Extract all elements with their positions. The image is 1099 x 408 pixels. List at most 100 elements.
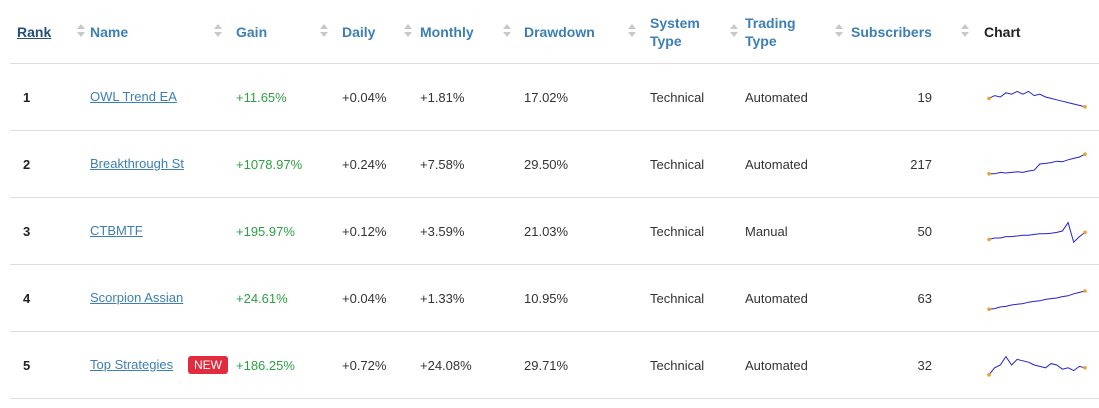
subscribers-header-label[interactable]: Subscribers bbox=[851, 23, 932, 40]
column-header-rank[interactable]: Rank bbox=[10, 0, 90, 64]
chart-header-label: Chart bbox=[984, 23, 1021, 40]
trading-type-cell: Automated bbox=[745, 63, 851, 131]
table-row: 5 Top Strategies NEW +186.25% +0.72% +24.08% 2… bbox=[10, 331, 1099, 399]
subscribers-cell: 50 bbox=[851, 197, 984, 265]
trading-type-cell: Manual bbox=[745, 197, 851, 265]
name-header-label[interactable]: Name bbox=[90, 23, 129, 40]
chart-cell[interactable] bbox=[984, 130, 1099, 198]
strategy-name-link[interactable]: Top Strategies bbox=[90, 357, 174, 372]
trading-type-cell: Automated bbox=[745, 264, 851, 332]
monthly-header-label[interactable]: Monthly bbox=[420, 23, 474, 40]
strategy-name-link[interactable]: Breakthrough St bbox=[90, 156, 184, 171]
strategy-name-link[interactable]: Scorpion Assian bbox=[90, 290, 184, 305]
rank-cell: 3 bbox=[10, 197, 90, 265]
daily-cell: +0.24% bbox=[342, 130, 420, 198]
drawdown-header-label[interactable]: Drawdown bbox=[524, 23, 595, 40]
sparkline-chart[interactable] bbox=[987, 148, 1087, 180]
column-header-system-type[interactable]: System Type bbox=[650, 0, 745, 64]
chart-cell[interactable] bbox=[984, 331, 1099, 399]
subscribers-cell: 63 bbox=[851, 264, 984, 332]
system-type-cell: Technical bbox=[650, 63, 745, 131]
sparkline-chart[interactable] bbox=[987, 349, 1087, 381]
sort-arrows-icon[interactable] bbox=[503, 24, 511, 38]
rank-cell: 4 bbox=[10, 264, 90, 332]
sparkline-chart[interactable] bbox=[987, 282, 1087, 314]
strategy-name-link[interactable]: OWL Trend EA bbox=[90, 89, 177, 104]
drawdown-cell: 21.03% bbox=[524, 197, 650, 265]
daily-cell: +0.72% bbox=[342, 331, 420, 399]
sort-arrows-icon[interactable] bbox=[628, 24, 636, 38]
sort-arrows-icon[interactable] bbox=[835, 24, 843, 38]
system-type-cell: Technical bbox=[650, 264, 745, 332]
sparkline-marker bbox=[1083, 366, 1087, 370]
rank-header-label[interactable]: Rank bbox=[17, 23, 52, 40]
column-header-name[interactable]: Name bbox=[90, 0, 236, 64]
column-header-daily[interactable]: Daily bbox=[342, 0, 420, 64]
system-type-header-label[interactable]: System Type bbox=[650, 14, 700, 49]
trading-type-cell: Automated bbox=[745, 331, 851, 399]
monthly-cell: +3.59% bbox=[420, 197, 524, 265]
gain-header-label[interactable]: Gain bbox=[236, 23, 268, 40]
daily-cell: +0.04% bbox=[342, 63, 420, 131]
column-header-drawdown[interactable]: Drawdown bbox=[524, 0, 650, 64]
sort-arrows-icon[interactable] bbox=[961, 24, 969, 38]
sparkline-line bbox=[989, 153, 1086, 175]
header-row: Rank Name Gain Daily Monthly Drawdown Sy… bbox=[10, 0, 1099, 64]
sparkline-marker bbox=[987, 172, 991, 176]
column-header-trading-type[interactable]: Trading Type bbox=[745, 0, 851, 64]
rank-cell: 5 bbox=[10, 331, 90, 399]
rank-cell: 1 bbox=[10, 63, 90, 131]
sparkline-chart[interactable] bbox=[987, 215, 1087, 247]
sparkline-line bbox=[988, 221, 1086, 244]
sort-arrows-icon[interactable] bbox=[214, 24, 222, 38]
table-row: 4 Scorpion Assian +24.61% +0.04% +1.33% 10.95… bbox=[10, 264, 1099, 332]
sparkline-marker bbox=[1083, 152, 1087, 156]
chart-cell[interactable] bbox=[984, 63, 1099, 131]
table-row: 1 OWL Trend EA +11.65% +0.04% +1.81% 17.02% Te… bbox=[10, 63, 1099, 131]
strategies-table: Rank Name Gain Daily Monthly Drawdown Sy… bbox=[10, 0, 1099, 399]
strategy-name-link[interactable]: CTBMTF bbox=[90, 223, 143, 238]
daily-cell: +0.04% bbox=[342, 264, 420, 332]
name-cell: Scorpion Assian bbox=[90, 264, 236, 332]
sort-arrows-icon[interactable] bbox=[730, 24, 738, 38]
column-header-monthly[interactable]: Monthly bbox=[420, 0, 524, 64]
chart-cell[interactable] bbox=[984, 264, 1099, 332]
sort-arrows-icon[interactable] bbox=[77, 24, 85, 38]
sort-arrows-icon[interactable] bbox=[404, 24, 412, 38]
monthly-cell: +1.81% bbox=[420, 63, 524, 131]
sparkline-line bbox=[988, 90, 1086, 108]
trading-type-header-label[interactable]: Trading Type bbox=[745, 14, 796, 49]
column-header-subscribers[interactable]: Subscribers bbox=[851, 0, 984, 64]
name-cell: Breakthrough St bbox=[90, 130, 236, 198]
daily-header-label[interactable]: Daily bbox=[342, 23, 376, 40]
name-cell: CTBMTF bbox=[90, 197, 236, 265]
sparkline-marker bbox=[1083, 230, 1087, 235]
sort-arrows-icon[interactable] bbox=[320, 24, 328, 38]
system-type-cell: Technical bbox=[650, 197, 745, 265]
gain-cell: +1078.97% bbox=[236, 130, 342, 198]
monthly-cell: +1.33% bbox=[420, 264, 524, 332]
column-header-gain[interactable]: Gain bbox=[236, 0, 342, 64]
chart-cell[interactable] bbox=[984, 197, 1099, 265]
monthly-cell: +24.08% bbox=[420, 331, 524, 399]
sparkline-marker bbox=[987, 373, 991, 377]
drawdown-cell: 10.95% bbox=[524, 264, 650, 332]
sparkline-marker bbox=[987, 96, 991, 101]
drawdown-cell: 29.50% bbox=[524, 130, 650, 198]
gain-cell: +195.97% bbox=[236, 197, 342, 265]
sparkline-chart[interactable] bbox=[987, 81, 1087, 113]
sparkline-line bbox=[988, 290, 1086, 310]
sparkline-marker bbox=[1083, 105, 1087, 109]
subscribers-cell: 32 bbox=[851, 331, 984, 399]
subscribers-cell: 217 bbox=[851, 130, 984, 198]
new-badge: NEW bbox=[188, 356, 228, 374]
gain-cell: +186.25% bbox=[236, 331, 342, 399]
monthly-cell: +7.58% bbox=[420, 130, 524, 198]
rank-cell: 2 bbox=[10, 130, 90, 198]
sparkline-marker bbox=[987, 307, 991, 311]
system-type-cell: Technical bbox=[650, 130, 745, 198]
subscribers-cell: 19 bbox=[851, 63, 984, 131]
gain-cell: +11.65% bbox=[236, 63, 342, 131]
gain-cell: +24.61% bbox=[236, 264, 342, 332]
system-type-cell: Technical bbox=[650, 331, 745, 399]
